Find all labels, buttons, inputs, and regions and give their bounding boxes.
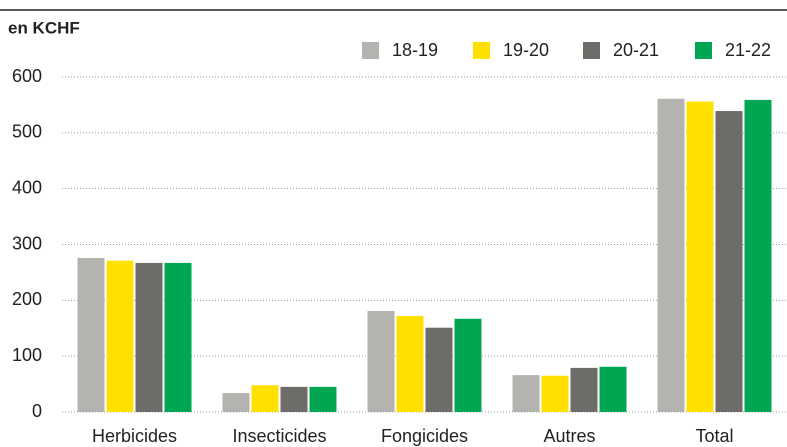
bar	[106, 260, 134, 412]
bar	[251, 385, 279, 412]
bar	[367, 310, 395, 412]
bar	[541, 375, 569, 412]
y-tick-label: 0	[32, 401, 42, 421]
y-tick-label: 300	[12, 233, 42, 253]
y-tick-label: 200	[12, 289, 42, 309]
y-tick-label: 400	[12, 177, 42, 197]
y-tick-label: 500	[12, 122, 42, 142]
legend-swatch	[473, 42, 490, 59]
legend-label: 20-21	[613, 40, 659, 60]
legend-swatch	[362, 42, 379, 59]
legend-label: 19-20	[503, 40, 549, 60]
bar	[309, 386, 337, 412]
y-tick-label: 100	[12, 345, 42, 365]
x-tick-label: Insecticides	[232, 426, 326, 446]
bar	[744, 99, 772, 413]
bar	[164, 262, 192, 412]
legend-label: 21-22	[725, 40, 771, 60]
bar	[715, 111, 743, 412]
legend-swatch	[695, 42, 712, 59]
bar	[599, 366, 627, 412]
bar	[222, 393, 250, 412]
bar	[512, 375, 540, 412]
bar	[396, 315, 424, 412]
x-tick-label: Total	[695, 426, 733, 446]
bar	[657, 98, 685, 413]
bar	[454, 318, 482, 412]
legend-swatch	[583, 42, 600, 59]
x-tick-label: Herbicides	[92, 426, 177, 446]
x-tick-label: Autres	[543, 426, 595, 446]
bar	[570, 367, 598, 412]
legend-label: 18-19	[392, 40, 438, 60]
bar	[77, 257, 105, 412]
bar	[280, 386, 308, 412]
bar	[425, 327, 453, 412]
y-tick-label: 600	[12, 66, 42, 86]
bar	[135, 262, 163, 412]
x-tick-label: Fongicides	[381, 426, 468, 446]
chart-subtitle: en KCHF	[8, 18, 80, 37]
bar	[686, 101, 714, 413]
